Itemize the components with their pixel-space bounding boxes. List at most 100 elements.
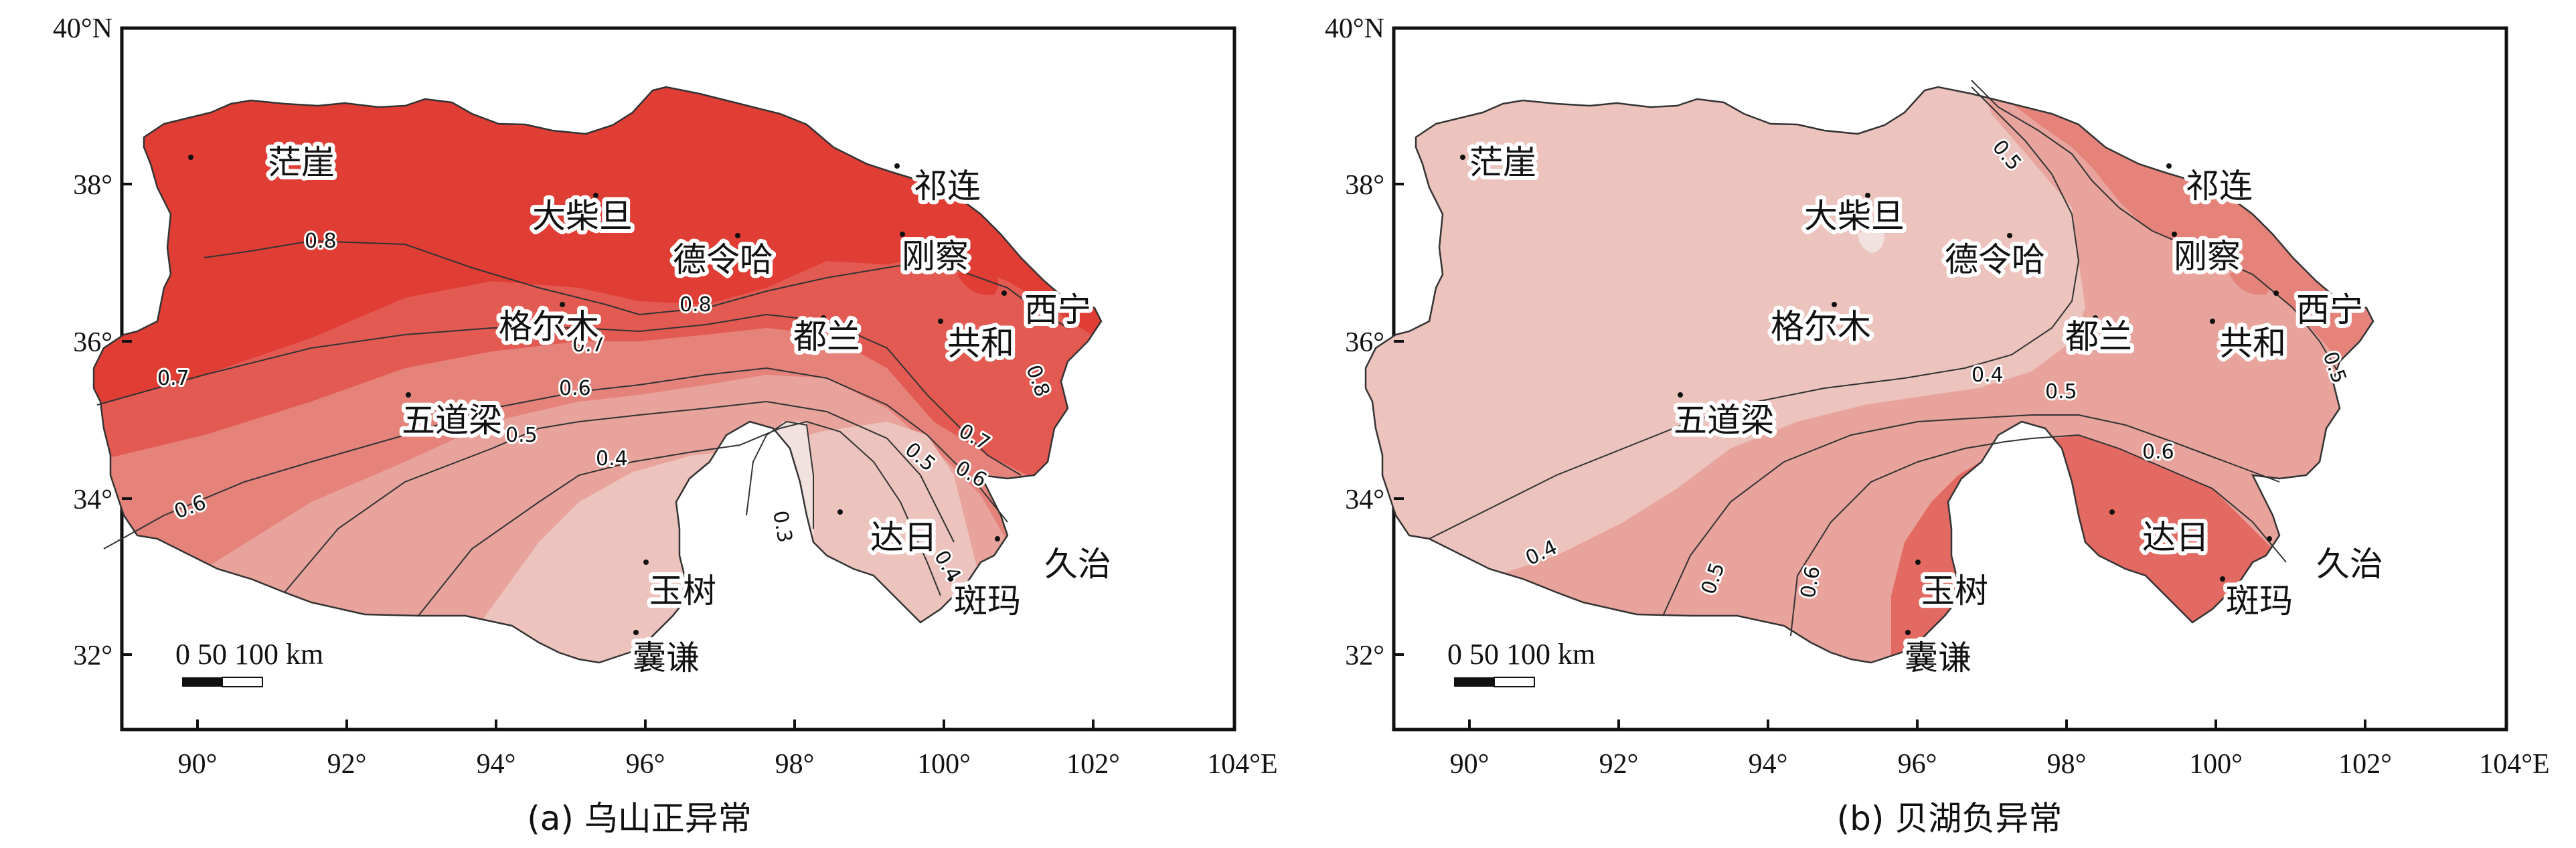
- station-label-xining: 西宁: [1024, 290, 1091, 329]
- station-label-banma: 斑玛: [954, 582, 1021, 620]
- station-dot: [995, 536, 1000, 541]
- y-tick: 32°: [1345, 641, 1384, 671]
- station-label-nangqian: 囊谦: [1905, 639, 1971, 677]
- station-label-yushu: 玉树: [649, 572, 716, 610]
- x-tick: 90°: [1450, 749, 1490, 780]
- panel-a-contour-08: [204, 240, 1068, 329]
- x-tick: 100°: [917, 749, 971, 780]
- panel-b-caption: (b) 贝湖负异常: [1837, 799, 2063, 838]
- station-dot: [2273, 290, 2279, 296]
- x-tick: 90°: [178, 749, 218, 780]
- panel-b-map: 0.5 0.5 0.4 0.4 0.5 0.5 0.6 0.6: [1364, 80, 2387, 681]
- station-dot: [643, 560, 649, 565]
- panel-a-label-0.7: 0.7: [157, 367, 189, 390]
- x-tick: 94°: [1749, 749, 1788, 780]
- y-tick: 34°: [73, 485, 112, 515]
- panel-a-label-0.4: 0.4: [596, 447, 628, 471]
- station-dot: [2172, 232, 2177, 237]
- station-dot: [2220, 576, 2225, 582]
- x-tick: 96°: [1898, 749, 1937, 780]
- panel-a-label-0.8: 0.8: [679, 293, 712, 317]
- panel-a-contour-04: [418, 420, 941, 616]
- station-dot: [560, 302, 565, 307]
- station-dot: [1678, 392, 1683, 398]
- station-dot: [2007, 233, 2012, 238]
- panel-b-tick-marks: [1394, 183, 2366, 730]
- panel-b-contour-04: [1429, 86, 2080, 539]
- station-label-gangcha: 刚察: [902, 237, 969, 276]
- x-tick: 98°: [2047, 749, 2087, 780]
- station-label-banma: 斑玛: [2226, 582, 2293, 620]
- panel-b-label-0.5: 0.5: [2045, 380, 2077, 404]
- station-label-dachaidan: 大柴旦: [532, 197, 633, 236]
- station-label-dari: 达日: [2142, 518, 2209, 557]
- scale-bar-label: 0 50 100 km: [1447, 638, 1595, 671]
- station-label-gonghe: 共和: [2219, 324, 2286, 363]
- panel-b-zone-xining: [2229, 266, 2271, 295]
- station-label-delingha: 德令哈: [673, 240, 773, 279]
- panel-b-station-dots: [1460, 155, 2279, 635]
- station-label-dari: 达日: [870, 518, 937, 557]
- x-tick: 92°: [327, 749, 367, 780]
- station-label-nangqian: 囊谦: [633, 639, 700, 677]
- station-label-golmud: 格尔木: [1771, 307, 1871, 346]
- station-dot: [948, 576, 953, 582]
- station-dot: [2166, 163, 2172, 169]
- panel-a-contour-06: [103, 367, 1008, 549]
- x-tick: 96°: [626, 749, 665, 780]
- x-tick: 98°: [775, 749, 815, 780]
- station-dot: [2109, 509, 2115, 515]
- x-tick: 100°: [2189, 749, 2243, 780]
- station-dot: [821, 315, 826, 321]
- panel-a-tick-marks: [122, 183, 1095, 730]
- x-tick: 92°: [1599, 749, 1639, 780]
- station-dot: [188, 155, 193, 160]
- panel-a-station-dots: [188, 155, 1007, 635]
- panel-a: 0.8 0.8 0.8 0.7 0.7 0.7 0.6 0.6 0.6 0.5 …: [53, 13, 1278, 838]
- panel-b-label-0.4: 0.4: [1971, 363, 2004, 387]
- panel-a-label-0.7: 0.7: [572, 333, 605, 357]
- station-dot: [2210, 319, 2215, 324]
- y-tick: 36°: [73, 327, 112, 358]
- station-label-delingha: 德令哈: [1945, 240, 2045, 279]
- panel-a-label-0.6: 0.6: [559, 377, 591, 400]
- y-tick: 40°N: [1325, 13, 1384, 44]
- station-dot: [1905, 630, 1911, 635]
- station-dot: [1865, 193, 1870, 198]
- station-dot: [1460, 155, 1465, 160]
- station-dot: [1915, 560, 1921, 565]
- panel-b-zone-dachaidan: [1858, 229, 1884, 253]
- station-dot: [938, 319, 943, 324]
- station-label-dachaidan: 大柴旦: [1804, 197, 1905, 236]
- x-tick: 102°: [1066, 749, 1120, 780]
- y-tick: 34°: [1345, 485, 1384, 515]
- x-tick: 102°: [2338, 749, 2392, 780]
- y-tick: 32°: [73, 641, 112, 671]
- station-label-wudaoliang: 五道梁: [402, 401, 502, 440]
- y-tick: 36°: [1345, 327, 1384, 358]
- y-tick: 38°: [1345, 170, 1384, 201]
- station-dot: [2267, 536, 2272, 541]
- panel-b-label-0.6: 0.6: [2142, 440, 2174, 464]
- station-dot: [894, 163, 900, 169]
- station-dot: [837, 509, 843, 515]
- station-label-dulan: 都兰: [2065, 317, 2132, 356]
- panel-b-contour-05-upper: [1971, 80, 2340, 375]
- station-label-gangcha: 刚察: [2174, 237, 2241, 276]
- panel-a-contour-07: [96, 313, 1022, 476]
- station-label-qilian: 祁连: [914, 167, 981, 205]
- panel-a-contour-05: [284, 400, 955, 593]
- scale-bar-label: 0 50 100 km: [175, 638, 323, 671]
- station-dot: [1832, 302, 1837, 307]
- panel-a-contour-03: [746, 420, 814, 529]
- y-tick: 40°N: [53, 13, 112, 44]
- station-label-wudaoliang: 五道梁: [1674, 401, 1774, 440]
- panel-b-contour-06: [1790, 434, 2287, 637]
- x-tick: 104°E: [1207, 749, 1277, 780]
- station-label-xining: 西宁: [2296, 290, 2363, 329]
- x-tick: 94°: [477, 749, 516, 780]
- scale-bar: [1454, 677, 1535, 687]
- station-label-yushu: 玉树: [1921, 572, 1988, 610]
- station-dot: [406, 392, 411, 398]
